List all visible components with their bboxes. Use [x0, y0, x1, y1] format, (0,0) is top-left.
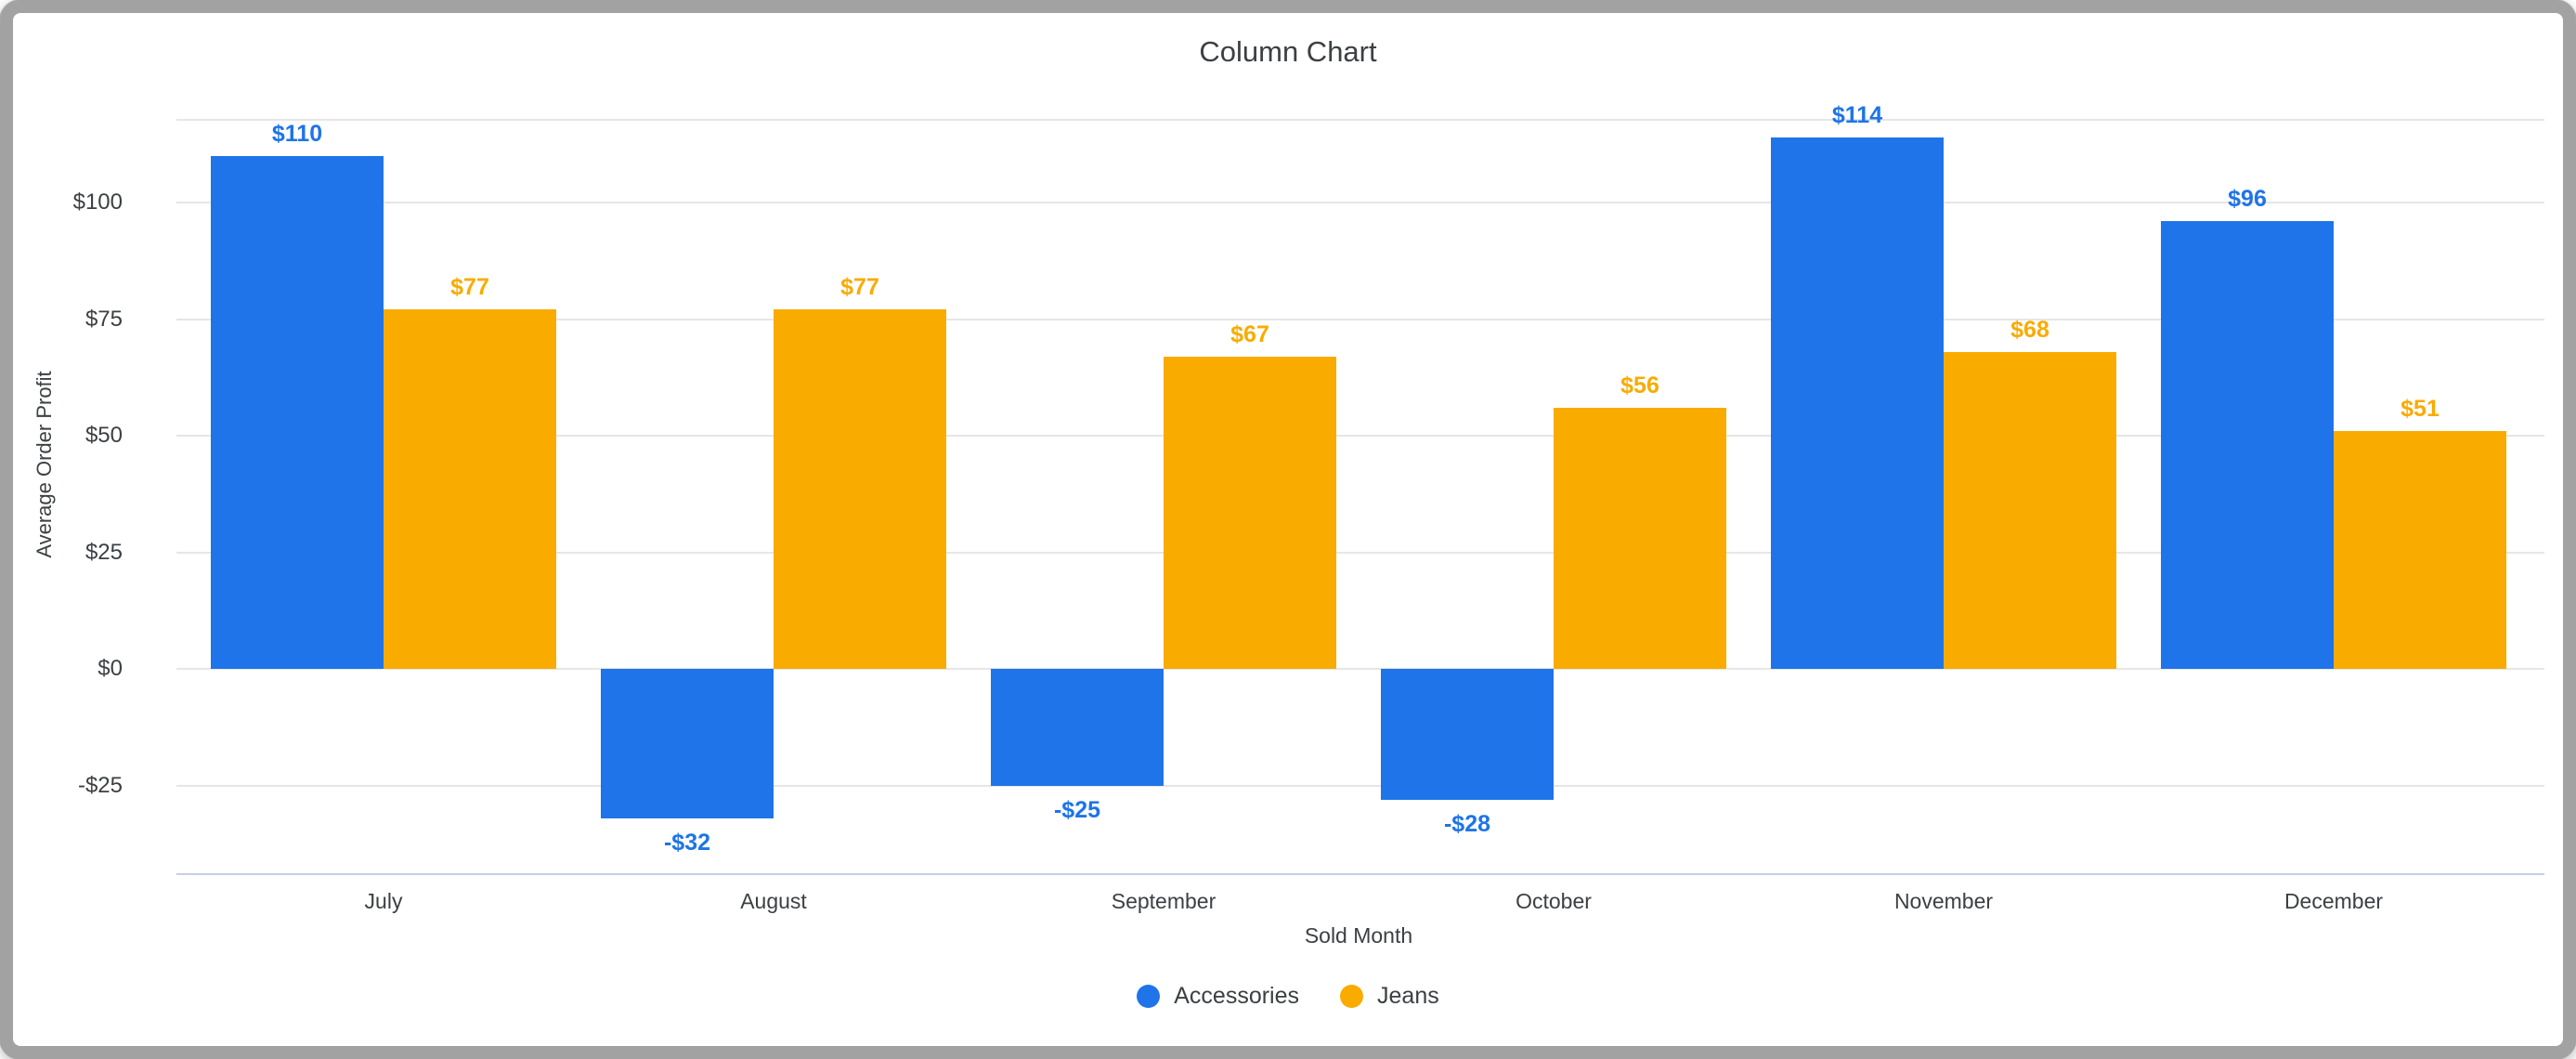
bar-value-label: -$32 — [663, 829, 711, 856]
legend-label: Accessories — [1174, 982, 1300, 1009]
legend-item-jeans[interactable]: Jeans — [1340, 983, 1439, 1010]
bar-jeans-october[interactable] — [1554, 407, 1726, 669]
gridline — [176, 551, 2544, 554]
legend-dot-icon — [1137, 984, 1161, 1008]
bar-accessories-september[interactable] — [991, 669, 1164, 786]
bar-jeans-november[interactable] — [1944, 351, 2116, 669]
y-tick-label: -$25 — [77, 772, 123, 798]
y-tick-label: $25 — [85, 539, 123, 565]
bar-jeans-september[interactable] — [1164, 356, 1336, 669]
bar-value-label: $110 — [271, 120, 323, 147]
bar-value-label: $77 — [840, 274, 879, 301]
bar-value-label: $56 — [1620, 372, 1659, 399]
x-tick-label: July — [364, 889, 403, 913]
y-tick-label: $0 — [98, 656, 123, 681]
gridline — [176, 668, 2544, 670]
bar-value-label: $51 — [2400, 395, 2439, 422]
chart-title: Column Chart — [1199, 35, 1377, 68]
legend-dot-icon — [1340, 984, 1364, 1008]
bar-value-label: $77 — [450, 274, 489, 301]
x-tick-label: August — [740, 889, 807, 913]
bar-accessories-july[interactable] — [211, 155, 384, 669]
bar-accessories-august[interactable] — [601, 669, 774, 818]
bar-accessories-october[interactable] — [1381, 669, 1554, 800]
x-axis-title: Sold Month — [1304, 923, 1413, 948]
legend-item-accessories[interactable]: Accessories — [1137, 983, 1299, 1010]
y-tick-label: $75 — [85, 306, 123, 332]
bar-value-label: $67 — [1230, 320, 1269, 347]
plot-top-border — [176, 119, 2544, 121]
x-axis-line — [176, 873, 2544, 875]
x-tick-label: September — [1111, 889, 1216, 913]
bar-value-label: -$25 — [1053, 796, 1101, 823]
gridline — [176, 318, 2544, 320]
bar-jeans-december[interactable] — [2334, 430, 2506, 669]
bar-value-label: $68 — [2010, 316, 2049, 343]
bar-jeans-august[interactable] — [774, 309, 946, 669]
legend: Accessories Jeans — [0, 975, 2576, 1016]
y-tick-label: $50 — [85, 423, 123, 448]
bar-value-label: $114 — [1831, 101, 1883, 128]
bar-value-label: -$28 — [1443, 810, 1491, 837]
x-tick-label: December — [2283, 889, 2384, 913]
bar-accessories-december[interactable] — [2161, 221, 2334, 669]
bar-value-label: $96 — [2228, 186, 2267, 213]
gridline — [176, 784, 2544, 787]
gridline — [176, 202, 2544, 203]
bar-accessories-november[interactable] — [1771, 137, 1944, 669]
legend-label: Jeans — [1377, 982, 1439, 1009]
gridline — [176, 435, 2544, 437]
bar-jeans-july[interactable] — [384, 309, 556, 669]
x-tick-label: November — [1893, 889, 1994, 913]
y-tick-label: $100 — [72, 190, 123, 215]
x-tick-label: October — [1516, 889, 1592, 913]
